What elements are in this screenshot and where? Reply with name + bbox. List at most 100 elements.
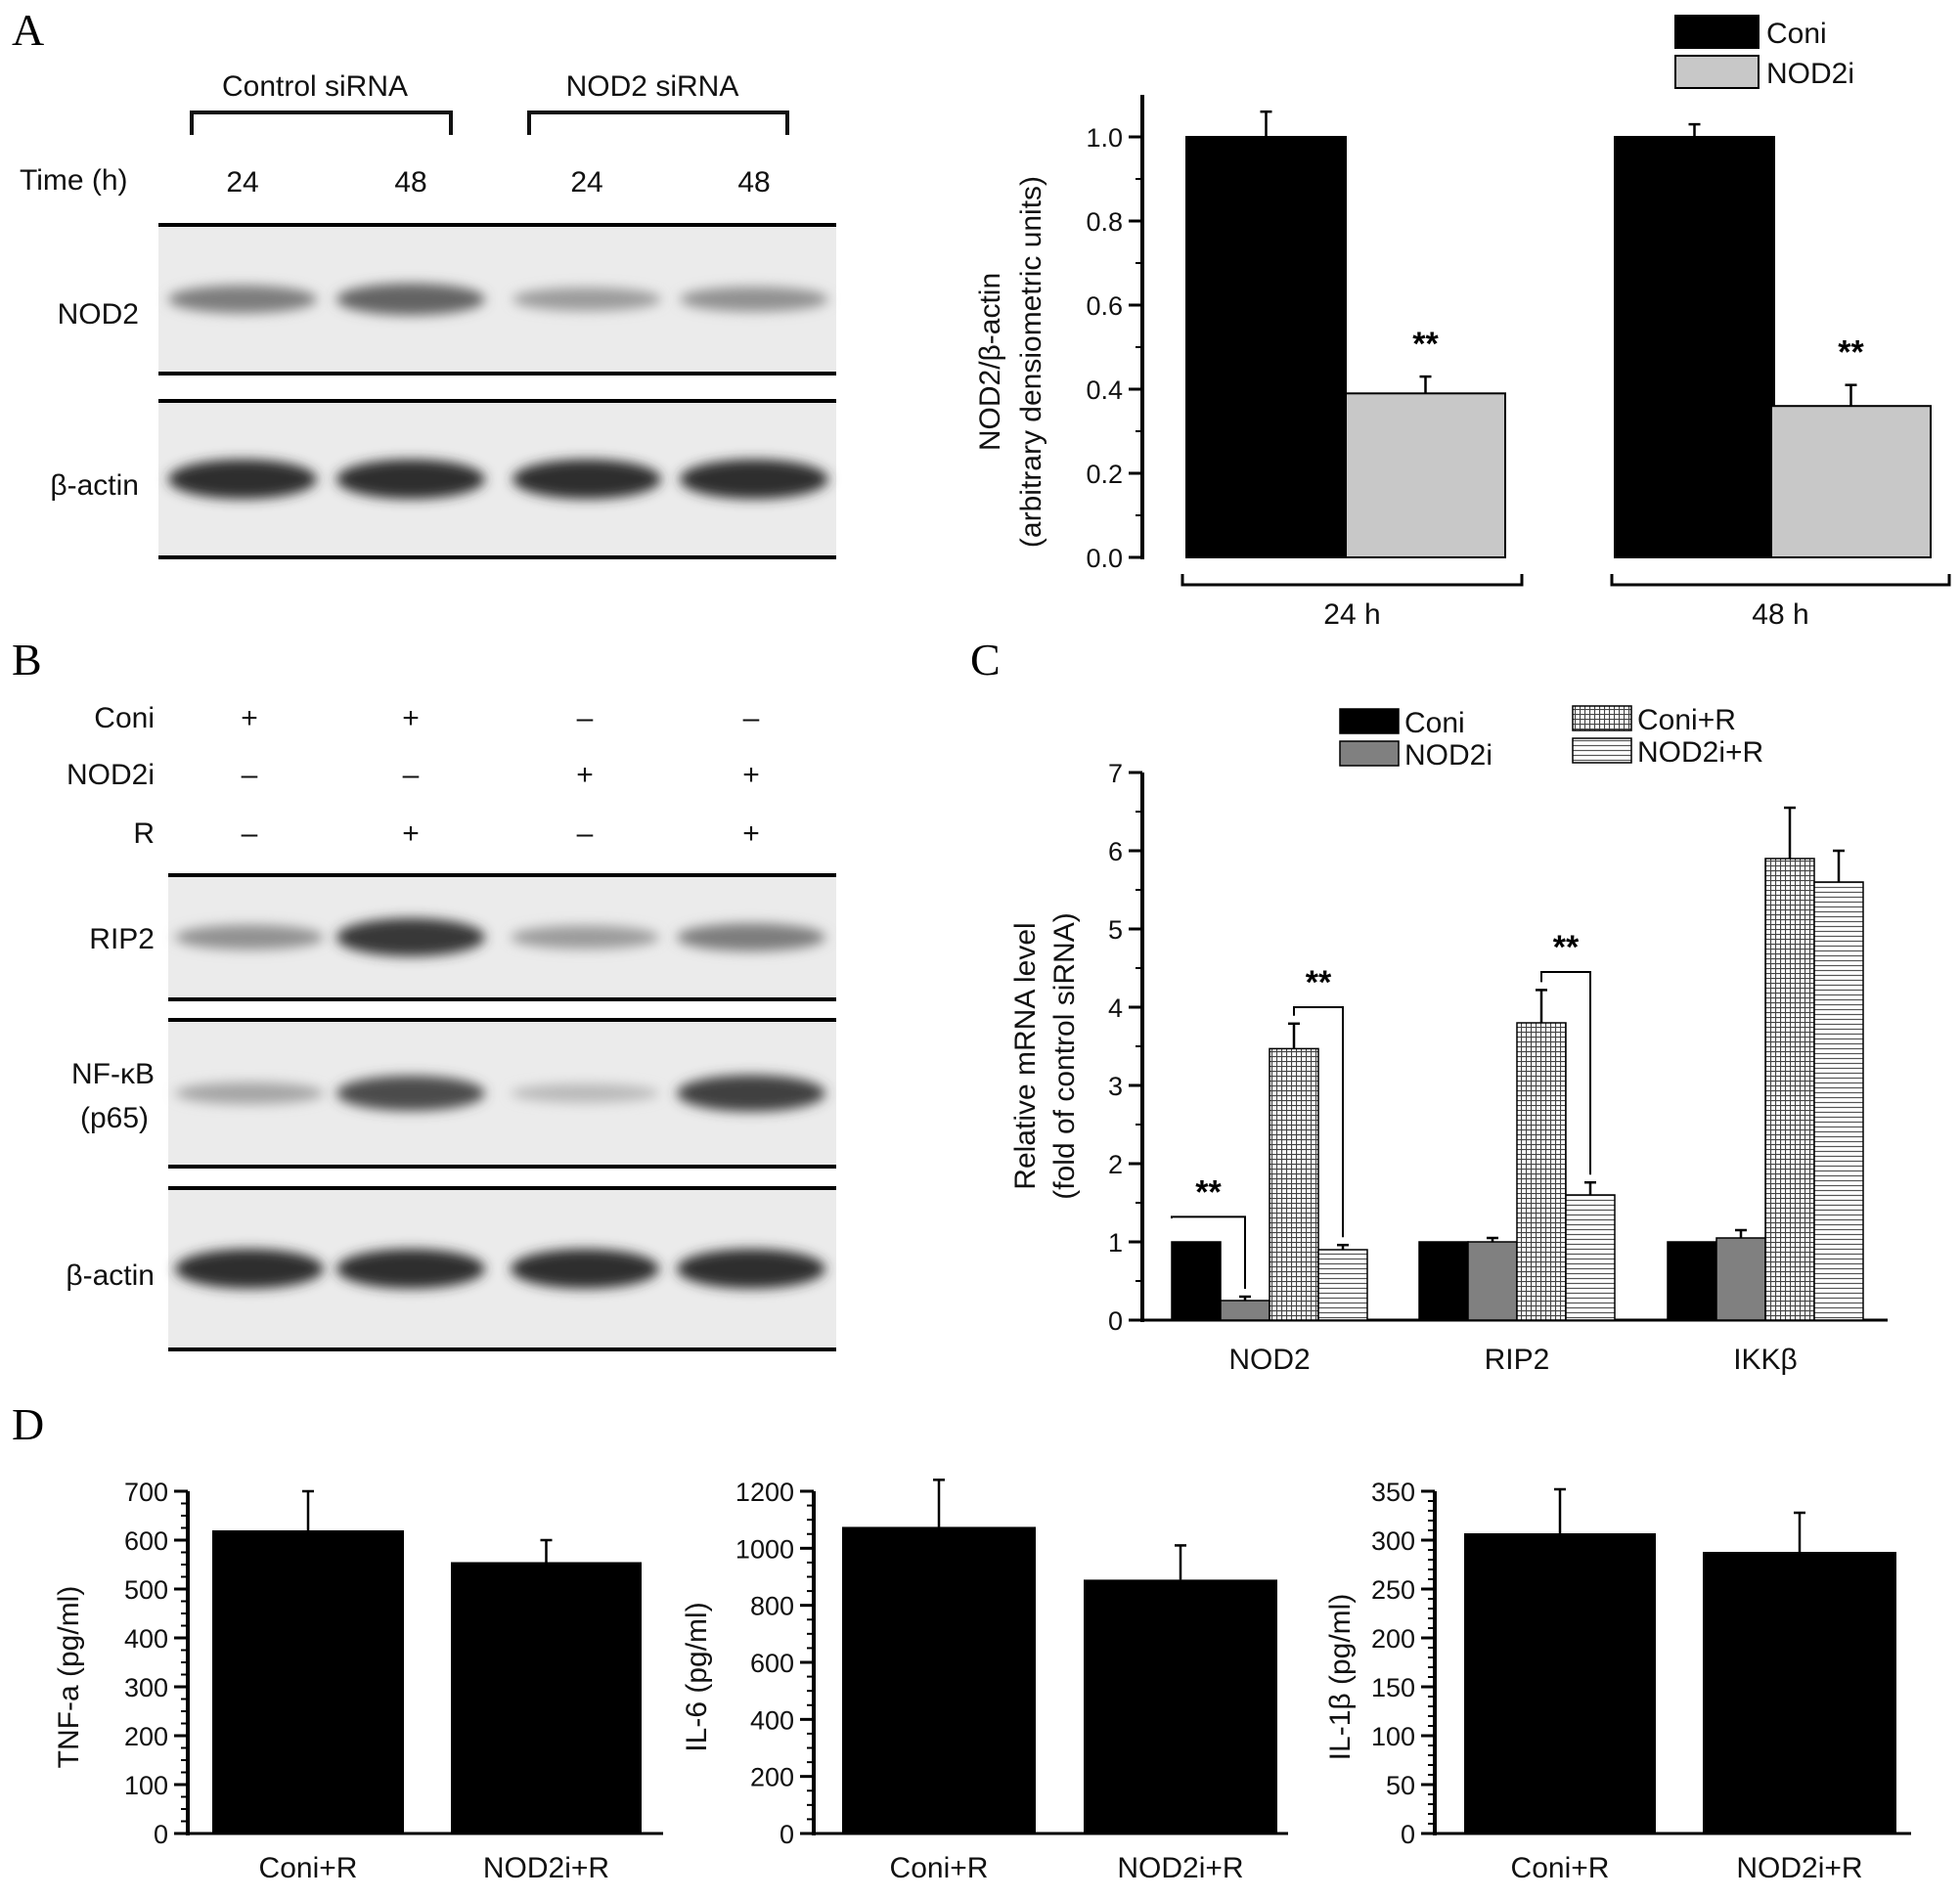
y-tick-label: 200 [1371, 1624, 1415, 1654]
y-tick-label: 100 [124, 1771, 168, 1800]
rip2-band [175, 924, 324, 950]
y-tick-label: 400 [750, 1705, 794, 1735]
beta-actin-band [336, 1249, 485, 1289]
bar-nod2i [1220, 1300, 1270, 1321]
significance-bracket [1540, 971, 1591, 1175]
time-label: Time (h) [20, 164, 128, 197]
nod2-band [168, 285, 317, 314]
panel-d-tnf-chart: TNF-a (pg/ml) 0 100 200 300 400 500 600 700 Coni… [53, 1478, 663, 1884]
y-axis-label: Relative mRNA level [1009, 922, 1042, 1189]
legend-swatch [1572, 737, 1632, 764]
bar-nod2i-plus-r [1813, 881, 1864, 1321]
y-tick-label: 7 [1108, 759, 1123, 788]
x-category-label: IKKβ [1733, 1344, 1798, 1376]
condition-sign: + [402, 702, 420, 734]
time-lane-3: 24 [570, 166, 602, 199]
y-tick-label: 1000 [735, 1534, 794, 1564]
y-tick-label: 1 [1108, 1228, 1123, 1258]
beta-actin-band [512, 459, 661, 500]
bar-coni [1418, 1241, 1469, 1321]
y-tick-label: 2 [1108, 1150, 1123, 1179]
bar-nod2i-plus-r [1317, 1249, 1368, 1321]
rip2-band [677, 923, 825, 951]
panel-letter-d: D [12, 1399, 44, 1449]
panel-a-western-blot: Control siRNA NOD2 siRNA Time (h) 24 48 … [20, 70, 836, 559]
panel-c-bar-chart: Relative mRNA level (fold of control siR… [1009, 704, 1888, 1376]
time-lane-2: 48 [394, 166, 426, 199]
panel-d-il1b-chart: IL-1β (pg/ml) 0 50 100 150 200 250 300 350 Coni+… [1324, 1478, 1911, 1884]
bar-coni [1667, 1241, 1717, 1321]
y-tick-label: 600 [124, 1526, 168, 1556]
significance-marker: ** [1306, 964, 1332, 1001]
blot-row-label-rip2: RIP2 [89, 923, 155, 955]
significance-bracket [1293, 1006, 1344, 1238]
group-bracket [1610, 574, 1951, 587]
y-axis-label-line2: (arbitrary densiometric units) [1015, 176, 1047, 548]
condition-sign: + [742, 759, 760, 791]
bracket-control-sirna [190, 110, 453, 135]
significance-marker: ** [1195, 1173, 1222, 1211]
condition-sign: – [577, 702, 594, 734]
y-tick-label: 1200 [735, 1478, 794, 1507]
nfkb-band [175, 1082, 324, 1105]
beta-actin-band [677, 1249, 825, 1289]
blot-row-label-nod2: NOD2 [58, 298, 139, 331]
bar-nod2i [1770, 405, 1932, 559]
legend-swatch [1674, 55, 1760, 89]
bar-coni [1171, 1241, 1222, 1321]
bar [842, 1526, 1036, 1833]
y-tick-label: 200 [750, 1763, 794, 1792]
y-tick-label: 3 [1108, 1072, 1123, 1101]
group-label-nod2-sirna: NOD2 siRNA [566, 70, 739, 103]
condition-label-r: R [133, 817, 155, 850]
nod2-band [336, 283, 485, 316]
nfkb-band [511, 1083, 659, 1103]
nfkb-band [677, 1075, 825, 1112]
group-label-control-sirna: Control siRNA [222, 70, 408, 103]
y-tick-label: 0 [1401, 1820, 1415, 1849]
x-category-label: 48 h [1752, 598, 1808, 631]
rip2-band [511, 925, 659, 950]
condition-sign: – [577, 817, 594, 850]
condition-sign: – [242, 817, 258, 850]
condition-sign: – [242, 759, 258, 791]
legend-label: NOD2i+R [1637, 736, 1763, 769]
legend-swatch [1339, 708, 1400, 734]
y-tick-label: 700 [124, 1478, 168, 1507]
y-tick-label: 0.6 [1086, 291, 1123, 321]
x-category-label: RIP2 [1485, 1344, 1550, 1376]
significance-marker: ** [1553, 929, 1580, 966]
bar-nod2i [1345, 392, 1506, 558]
x-category-label: Coni+R [1511, 1852, 1610, 1884]
bracket-nod2-sirna [527, 110, 789, 135]
bar-coni [1614, 136, 1775, 558]
panel-letter-a: A [12, 5, 44, 55]
y-tick-label: 300 [124, 1673, 168, 1702]
significance-marker: ** [1838, 334, 1864, 372]
y-tick-label: 100 [1371, 1722, 1415, 1751]
y-tick-label: 0 [154, 1820, 168, 1849]
legend-label: Coni+R [1637, 704, 1736, 736]
y-tick-label: 0 [1108, 1306, 1123, 1336]
y-tick-label: 200 [124, 1722, 168, 1751]
y-tick-label: 6 [1108, 837, 1123, 866]
x-category-label: NOD2i+R [1736, 1852, 1862, 1884]
condition-sign: + [742, 817, 760, 850]
nod2-band [512, 287, 661, 311]
condition-sign: – [403, 759, 420, 791]
legend-label: NOD2i [1766, 58, 1854, 90]
rip2-band [336, 918, 485, 956]
time-lane-1: 24 [226, 166, 258, 199]
panel-d-il6-chart: IL-6 (pg/ml) 0 200 400 600 800 1000 1200 Coni+R… [681, 1478, 1288, 1884]
y-tick-label: 0.0 [1086, 544, 1123, 573]
condition-label-coni: Coni [94, 702, 155, 734]
time-lane-4: 48 [737, 166, 770, 199]
legend-swatch [1572, 705, 1632, 731]
bar [451, 1562, 642, 1833]
x-category-label: 24 h [1323, 598, 1380, 631]
legend-label: NOD2i [1404, 739, 1492, 772]
y-tick-label: 600 [750, 1649, 794, 1678]
condition-label-nod2i: NOD2i [67, 759, 155, 791]
bar [1084, 1579, 1277, 1833]
y-axis-label: TNF-a (pg/ml) [53, 1586, 85, 1769]
